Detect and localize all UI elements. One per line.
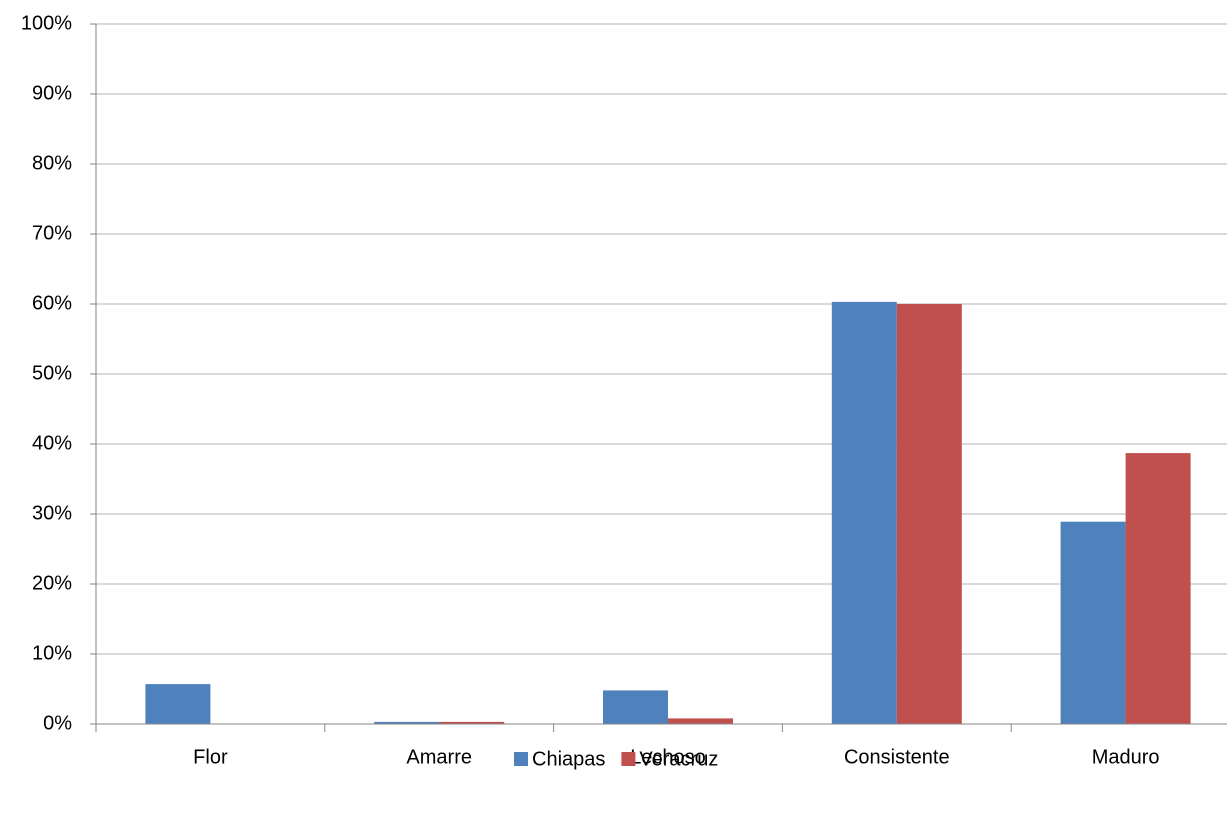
y-tick-label: 60%: [32, 292, 72, 314]
legend-label: Veracruz: [639, 748, 718, 770]
bar: [668, 718, 733, 724]
bar: [439, 721, 505, 724]
y-tick-label: 30%: [32, 502, 72, 524]
bar: [831, 301, 897, 724]
y-tick-label: 20%: [32, 572, 72, 594]
bar: [145, 684, 211, 724]
x-tick-label: Lechoso: [630, 746, 706, 768]
y-tick-label: 40%: [32, 432, 72, 454]
y-tick-label: 0%: [43, 712, 72, 734]
legend-swatch: [621, 752, 636, 766]
y-tick-label: 80%: [32, 152, 72, 174]
y-tick-label: 90%: [32, 82, 72, 104]
x-tick-label: Amarre: [406, 746, 472, 768]
x-tick-label: Consistente: [844, 746, 950, 768]
bar: [603, 690, 668, 724]
y-tick-label: 50%: [32, 362, 72, 384]
legend-label: Chiapas: [532, 748, 605, 770]
bar: [374, 721, 440, 724]
bar: [1060, 521, 1126, 724]
x-tick-label: Maduro: [1092, 746, 1160, 768]
y-tick-label: 10%: [32, 642, 72, 664]
legend-swatch: [514, 752, 528, 766]
bar: [1125, 453, 1191, 724]
y-tick-label: 70%: [32, 222, 72, 244]
y-tick-label: 100%: [21, 12, 72, 34]
bar: [896, 304, 962, 724]
x-tick-label: Flor: [193, 746, 228, 768]
